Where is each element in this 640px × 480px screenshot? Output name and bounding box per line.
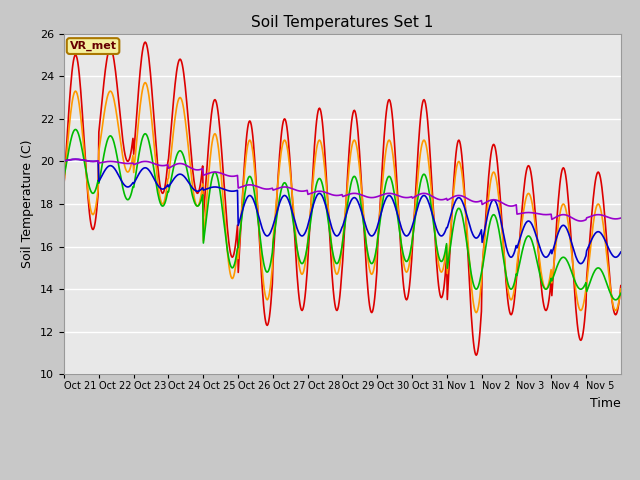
Tsoil -16cm <box>228 188 236 194</box>
Tsoil -8cm <box>432 238 440 243</box>
Tsoil -16cm <box>60 158 68 164</box>
Tsoil -16cm <box>401 232 408 238</box>
Line: Tsoil -32cm: Tsoil -32cm <box>64 159 621 221</box>
Tsoil -32cm <box>277 184 285 190</box>
Tsoil -16cm <box>72 156 79 162</box>
Tsoil -32cm <box>401 194 408 200</box>
Tsoil -2cm <box>125 156 133 162</box>
Tsoil -8cm <box>126 194 134 200</box>
Tsoil -32cm <box>228 173 236 179</box>
Tsoil -4cm <box>228 276 236 281</box>
Tsoil -8cm <box>228 265 236 271</box>
Tsoil -2cm <box>472 352 480 358</box>
Text: VR_met: VR_met <box>70 41 116 51</box>
Y-axis label: Soil Temperature (C): Soil Temperature (C) <box>22 140 35 268</box>
Line: Tsoil -16cm: Tsoil -16cm <box>64 159 621 264</box>
Tsoil -2cm <box>228 254 236 260</box>
Tsoil -32cm <box>617 215 625 221</box>
Tsoil -4cm <box>125 168 133 173</box>
Tsoil -2cm <box>256 249 264 254</box>
Tsoil -8cm <box>612 297 620 303</box>
Tsoil -16cm <box>277 196 285 202</box>
Tsoil -32cm <box>432 195 440 201</box>
Tsoil -4cm <box>60 180 68 185</box>
Tsoil -2cm <box>277 134 285 140</box>
Tsoil -32cm <box>60 158 68 164</box>
Tsoil -2cm <box>401 290 408 296</box>
Tsoil -32cm <box>256 185 264 191</box>
Tsoil -8cm <box>72 127 79 132</box>
Line: Tsoil -8cm: Tsoil -8cm <box>64 130 621 300</box>
X-axis label: Time: Time <box>590 397 621 410</box>
Tsoil -4cm <box>472 310 480 315</box>
Tsoil -32cm <box>126 161 134 167</box>
Tsoil -2cm <box>432 247 440 253</box>
Tsoil -4cm <box>617 286 625 292</box>
Tsoil -4cm <box>277 150 285 156</box>
Tsoil -8cm <box>277 188 285 193</box>
Tsoil -4cm <box>401 265 408 271</box>
Tsoil -8cm <box>60 174 68 180</box>
Tsoil -16cm <box>617 249 625 255</box>
Tsoil -16cm <box>126 183 134 189</box>
Line: Tsoil -2cm: Tsoil -2cm <box>64 42 621 355</box>
Tsoil -8cm <box>401 256 408 262</box>
Line: Tsoil -4cm: Tsoil -4cm <box>64 83 621 312</box>
Tsoil -2cm <box>141 39 149 45</box>
Tsoil -32cm <box>72 156 79 162</box>
Tsoil -16cm <box>577 261 585 266</box>
Title: Soil Temperatures Set 1: Soil Temperatures Set 1 <box>252 15 433 30</box>
Tsoil -16cm <box>432 223 440 229</box>
Tsoil -4cm <box>432 238 440 243</box>
Tsoil -16cm <box>256 218 264 224</box>
Tsoil -2cm <box>617 283 625 288</box>
Tsoil -8cm <box>256 235 264 240</box>
Tsoil -2cm <box>60 181 68 187</box>
Tsoil -4cm <box>141 80 149 85</box>
Tsoil -4cm <box>256 240 264 245</box>
Tsoil -8cm <box>617 290 625 296</box>
Tsoil -32cm <box>577 218 585 224</box>
